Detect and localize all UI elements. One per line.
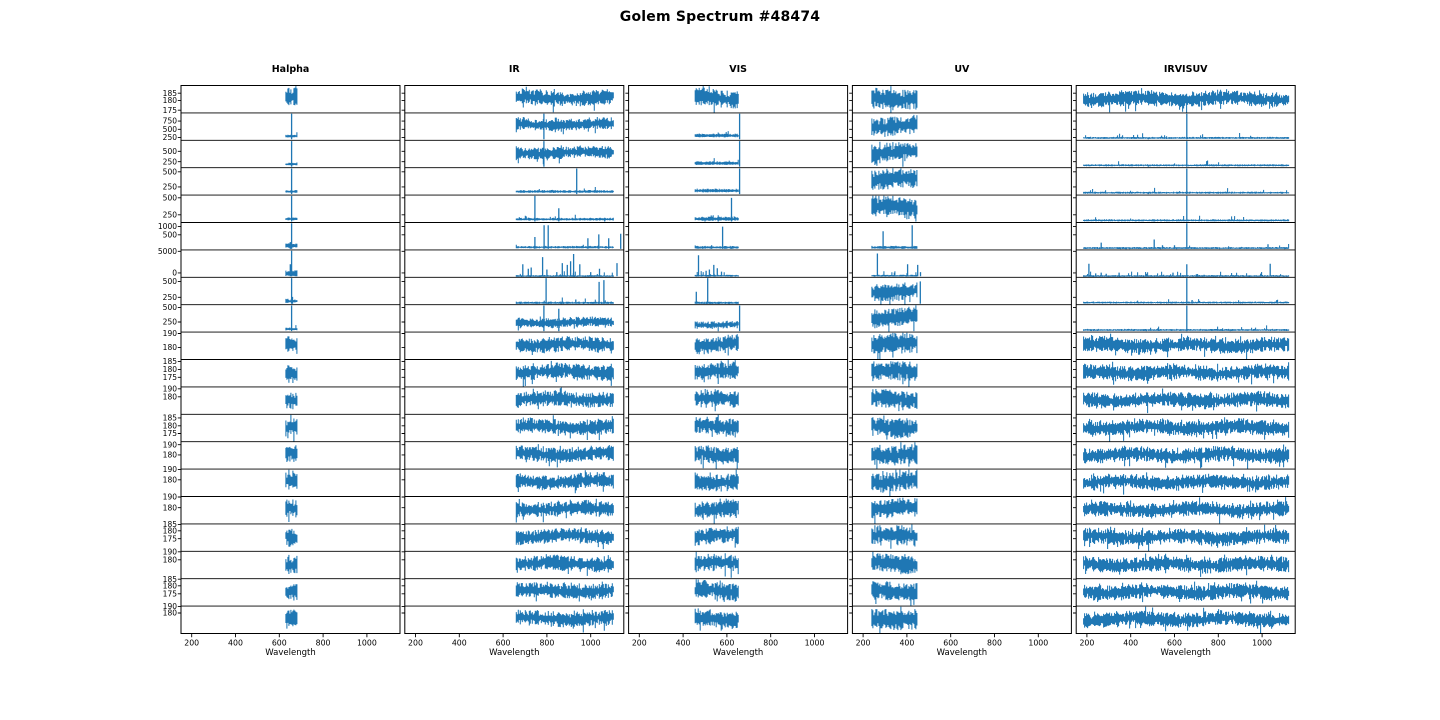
x-axis-label-ir: Wavelength xyxy=(489,648,540,658)
column-title-ir: IR xyxy=(508,64,520,75)
svg-text:600: 600 xyxy=(1167,639,1182,648)
svg-text:500: 500 xyxy=(163,230,178,239)
svg-text:175: 175 xyxy=(163,534,178,543)
svg-text:180: 180 xyxy=(163,343,178,352)
svg-text:200: 200 xyxy=(1079,639,1094,648)
svg-text:1000: 1000 xyxy=(357,639,377,648)
svg-text:250: 250 xyxy=(163,318,178,327)
figure-title: Golem Spectrum #48474 xyxy=(619,9,821,25)
svg-text:400: 400 xyxy=(228,639,243,648)
svg-text:250: 250 xyxy=(163,293,178,302)
svg-text:175: 175 xyxy=(163,373,178,382)
svg-text:500: 500 xyxy=(163,125,178,134)
svg-text:500: 500 xyxy=(163,193,178,202)
svg-text:190: 190 xyxy=(163,465,178,474)
svg-text:600: 600 xyxy=(272,639,287,648)
svg-text:1000: 1000 xyxy=(581,639,601,648)
svg-text:1000: 1000 xyxy=(158,222,177,231)
svg-text:500: 500 xyxy=(163,303,178,312)
svg-text:180: 180 xyxy=(163,503,178,512)
svg-text:190: 190 xyxy=(163,547,178,556)
svg-text:250: 250 xyxy=(163,183,178,192)
svg-text:180: 180 xyxy=(163,365,178,374)
svg-text:250: 250 xyxy=(163,157,178,166)
svg-text:190: 190 xyxy=(163,384,178,393)
svg-text:1000: 1000 xyxy=(1252,639,1272,648)
svg-text:185: 185 xyxy=(163,414,178,423)
svg-text:600: 600 xyxy=(496,639,511,648)
svg-text:500: 500 xyxy=(163,147,178,156)
svg-text:185: 185 xyxy=(163,520,178,529)
svg-text:175: 175 xyxy=(163,106,178,115)
svg-text:180: 180 xyxy=(163,475,178,484)
svg-text:600: 600 xyxy=(719,639,734,648)
svg-text:185: 185 xyxy=(163,575,178,584)
svg-text:180: 180 xyxy=(163,555,178,564)
x-axis-label-uv: Wavelength xyxy=(936,648,988,658)
svg-text:750: 750 xyxy=(163,117,178,126)
svg-text:400: 400 xyxy=(1123,639,1138,648)
svg-text:400: 400 xyxy=(899,639,914,648)
svg-text:180: 180 xyxy=(163,421,178,430)
svg-text:1000: 1000 xyxy=(1028,639,1048,648)
x-axis-label-halpha: Wavelength xyxy=(265,648,316,658)
column-title-uv: UV xyxy=(954,64,970,75)
svg-text:180: 180 xyxy=(163,609,178,618)
svg-text:180: 180 xyxy=(163,96,178,105)
svg-text:175: 175 xyxy=(163,589,178,598)
svg-text:400: 400 xyxy=(676,639,691,648)
column-title-irvisuv: IRVISUV xyxy=(1163,64,1208,75)
svg-text:800: 800 xyxy=(987,639,1002,648)
svg-text:800: 800 xyxy=(1211,639,1226,648)
svg-text:500: 500 xyxy=(163,167,178,176)
svg-text:250: 250 xyxy=(163,210,178,219)
svg-text:0: 0 xyxy=(172,269,177,278)
svg-text:185: 185 xyxy=(163,89,178,98)
svg-text:200: 200 xyxy=(632,639,647,648)
column-title-vis: VIS xyxy=(729,64,747,75)
svg-text:800: 800 xyxy=(539,639,554,648)
svg-text:1000: 1000 xyxy=(805,639,825,648)
svg-text:400: 400 xyxy=(452,639,467,648)
column-title-halpha: Halpha xyxy=(271,64,310,75)
svg-text:180: 180 xyxy=(163,392,178,401)
svg-text:180: 180 xyxy=(163,451,178,460)
svg-text:180: 180 xyxy=(163,581,178,590)
svg-text:190: 190 xyxy=(163,440,178,449)
svg-text:500: 500 xyxy=(163,277,178,286)
svg-text:190: 190 xyxy=(163,329,178,338)
svg-text:800: 800 xyxy=(316,639,331,648)
svg-text:250: 250 xyxy=(163,133,178,142)
svg-text:800: 800 xyxy=(763,639,778,648)
svg-text:5000: 5000 xyxy=(158,247,177,256)
svg-text:200: 200 xyxy=(184,639,199,648)
svg-text:175: 175 xyxy=(163,429,178,438)
svg-text:185: 185 xyxy=(163,357,178,366)
svg-text:200: 200 xyxy=(856,639,871,648)
x-axis-label-vis: Wavelength xyxy=(712,648,764,658)
svg-text:600: 600 xyxy=(943,639,958,648)
svg-text:180: 180 xyxy=(163,526,178,535)
svg-text:200: 200 xyxy=(408,639,423,648)
x-axis-label-irvisuv: Wavelength xyxy=(1160,648,1211,658)
svg-text:190: 190 xyxy=(163,602,178,611)
svg-text:190: 190 xyxy=(163,493,178,502)
